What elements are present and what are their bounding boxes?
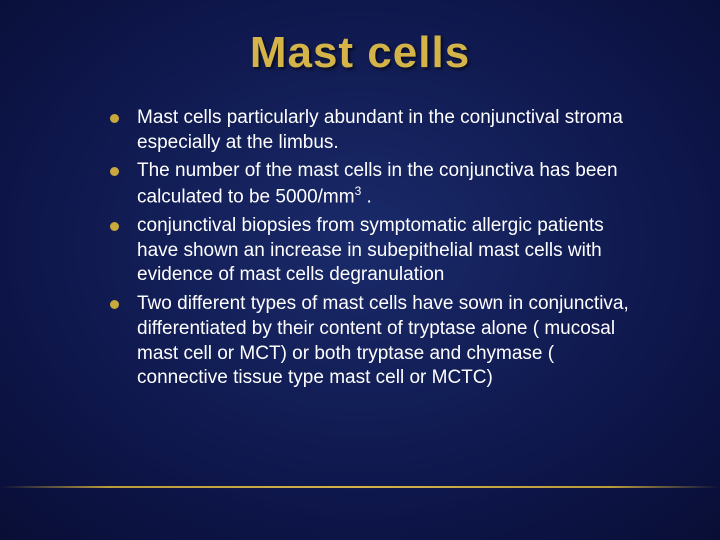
bullet-text: conjunctival biopsies from symptomatic a… [137,214,650,288]
bullet-text: Two different types of mast cells have s… [137,292,650,391]
slide-title: Mast cells [40,28,680,78]
bullet-text: The number of the mast cells in the conj… [137,159,650,210]
list-item: Mast cells particularly abundant in the … [110,106,650,155]
bullet-text-before-sup: The number of the mast cells in the conj… [137,160,618,207]
list-item: The number of the mast cells in the conj… [110,159,650,210]
bullet-icon [110,222,119,231]
bullet-icon [110,167,119,176]
bullet-icon [110,114,119,123]
bullet-text-after-sup: . [361,186,372,207]
bullet-icon [110,300,119,309]
footer-divider [0,486,720,488]
slide-content: Mast cells particularly abundant in the … [40,106,680,391]
list-item: conjunctival biopsies from symptomatic a… [110,214,650,288]
bullet-text: Mast cells particularly abundant in the … [137,106,650,155]
slide-container: Mast cells Mast cells particularly abund… [0,0,720,540]
list-item: Two different types of mast cells have s… [110,292,650,391]
